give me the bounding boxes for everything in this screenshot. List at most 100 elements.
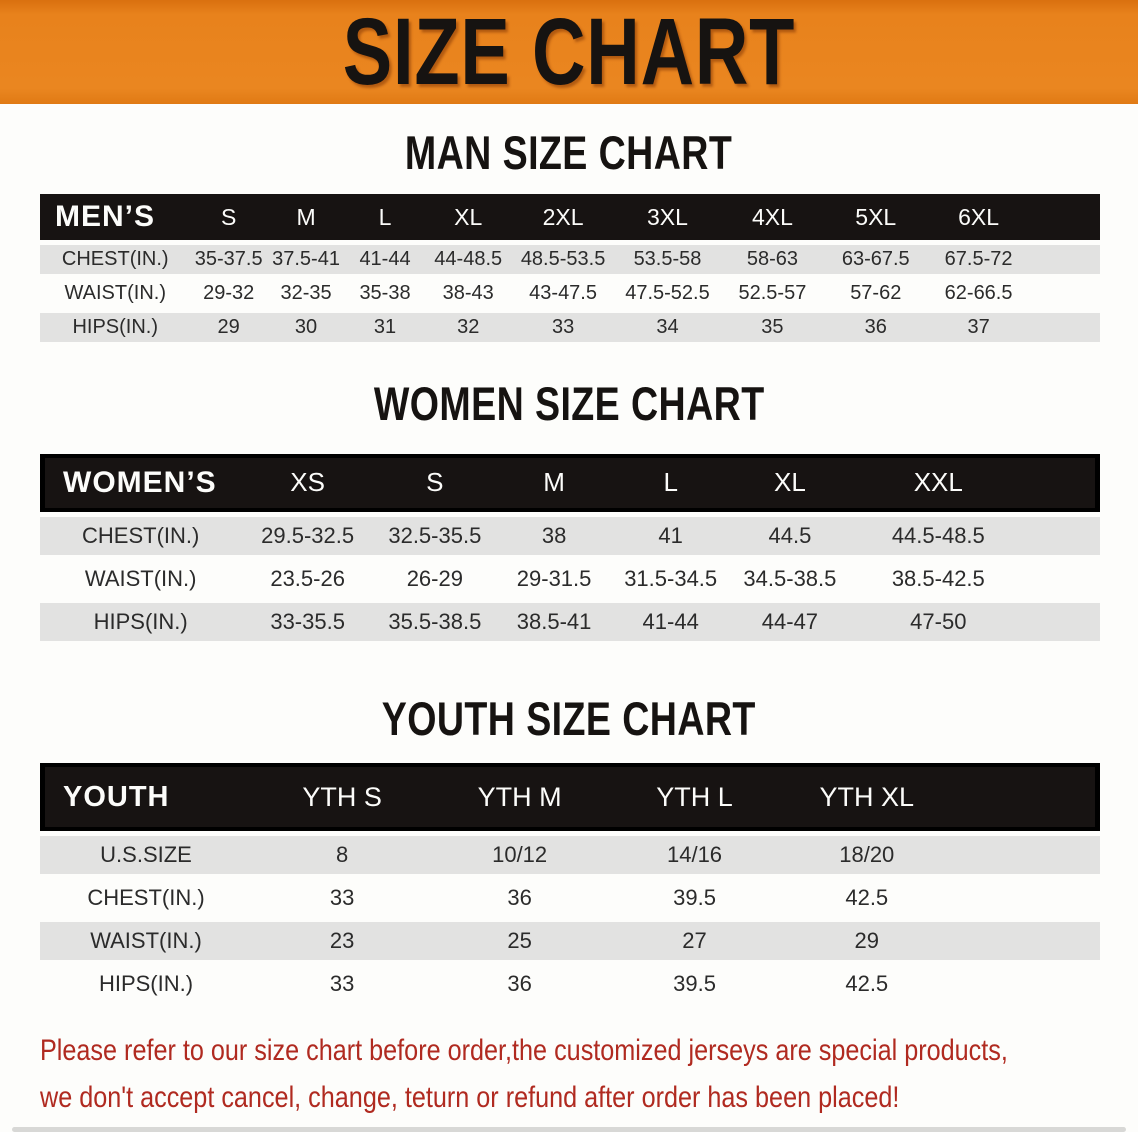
measurement-value: 53.5-58 bbox=[614, 245, 721, 275]
measurement-row: WAIST(IN.) 29-32 32-35 35-38 38-43 43-47.5 47.… bbox=[40, 279, 1100, 308]
size-column-header: M bbox=[266, 194, 346, 241]
measurement-value: 35 bbox=[720, 313, 825, 343]
size-column-header: XL bbox=[424, 194, 512, 241]
measurement-value: 29 bbox=[781, 922, 952, 961]
youth-size-table: YOUTH YTH S YTH M YTH L YTH XL U.S.SIZE 8 10/12… bbox=[40, 758, 1100, 1008]
measurement-label: HIPS(IN.) bbox=[98, 971, 194, 997]
measurement-value: 42.5 bbox=[845, 971, 889, 997]
women-section-title: WOMEN SIZE CHART bbox=[373, 377, 765, 431]
measurement-value: 8 bbox=[252, 836, 433, 875]
measurement-row: WAIST(IN.) 23.5-26 26-29 29-31.5 31.5-34.5 34… bbox=[40, 560, 1100, 598]
measurement-row: U.S.SIZE 8 10/12 14/16 18/20 bbox=[40, 836, 1100, 875]
size-column-header: 5XL bbox=[824, 194, 928, 241]
measurement-value: 32-35 bbox=[280, 282, 332, 305]
measurement-row: CHEST(IN.) 29.5-32.5 32.5-35.5 38 41 44.5 44.5… bbox=[40, 516, 1100, 555]
measurement-value: 38 bbox=[495, 516, 613, 555]
measurement-value: 32.5-35.5 bbox=[373, 516, 496, 555]
row-spacer-cell bbox=[951, 836, 1100, 875]
size-column-header: YTH XL bbox=[781, 763, 952, 832]
measurement-value: 63-67.5 bbox=[824, 245, 928, 275]
measurement-value: 25 bbox=[432, 922, 608, 961]
measurement-value: 36 bbox=[824, 313, 928, 343]
measurement-value: 57-62 bbox=[850, 282, 902, 305]
measurement-label: WAIST(IN.) bbox=[40, 922, 252, 961]
size-table-header-row: MEN’S S M L XL 2XL 3XL 4XL 5XL 6XL bbox=[40, 194, 1100, 241]
size-column-header: L bbox=[612, 453, 729, 512]
measurement-value: 33-35.5 bbox=[241, 602, 374, 641]
women-size-table: WOMEN’S XS S M L XL XXL CHEST(IN.) 29.5-32.5 32.5… bbox=[40, 449, 1100, 646]
size-column-header: XL bbox=[728, 453, 851, 512]
measurement-value: 29 bbox=[190, 313, 267, 343]
measurement-row: HIPS(IN.) 33-35.5 35.5-38.5 38.5-41 41-44 44-… bbox=[40, 602, 1100, 641]
measurement-label: U.S.SIZE bbox=[40, 836, 252, 875]
measurement-value: 37 bbox=[927, 313, 1030, 343]
measurement-row: CHEST(IN.) 33 36 39.5 42.5 bbox=[40, 879, 1100, 917]
measurement-value: 44-48.5 bbox=[424, 245, 512, 275]
measurement-value: 36 bbox=[507, 885, 532, 911]
measurement-value: 43-47.5 bbox=[529, 282, 597, 305]
measurement-value: 52.5-57 bbox=[738, 282, 807, 305]
size-table-header-row: YOUTH YTH S YTH M YTH L YTH XL bbox=[40, 763, 1100, 832]
row-spacer-cell bbox=[1025, 602, 1100, 641]
size-column-header: S bbox=[190, 194, 267, 241]
measurement-label: CHEST(IN.) bbox=[40, 516, 242, 555]
measurement-value: 35-38 bbox=[359, 282, 411, 305]
measurement-value: 35-37.5 bbox=[190, 245, 267, 275]
measurement-value: 10/12 bbox=[432, 836, 608, 875]
size-column-header: M bbox=[495, 453, 613, 512]
measurement-value: 47.5-52.5 bbox=[625, 282, 710, 305]
measurement-value: 67.5-72 bbox=[927, 245, 1030, 275]
table-header-label: YOUTH bbox=[40, 763, 252, 832]
measurement-row: WAIST(IN.) 23 25 27 29 bbox=[40, 922, 1100, 961]
header-spacer-cell bbox=[1025, 453, 1100, 512]
measurement-value: 39.5 bbox=[673, 971, 716, 997]
measurement-value: 44-47 bbox=[728, 602, 851, 641]
measurement-value: 44.5 bbox=[728, 516, 851, 555]
measurement-row: HIPS(IN.) 29 30 31 32 33 34 35 36 37 bbox=[40, 313, 1100, 343]
measurement-value: 30 bbox=[266, 313, 346, 343]
row-spacer-cell bbox=[952, 879, 1100, 917]
measurement-row: CHEST(IN.) 35-37.5 37.5-41 41-44 44-48.5 48.5… bbox=[40, 245, 1100, 275]
row-spacer-cell bbox=[1026, 560, 1100, 598]
measurement-value: 42.5 bbox=[845, 885, 889, 911]
measurement-value: 27 bbox=[607, 922, 782, 961]
measurement-label: CHEST(IN.) bbox=[40, 245, 191, 275]
measurement-value: 32 bbox=[424, 313, 512, 343]
size-column-header: 2XL bbox=[511, 194, 615, 241]
size-column-header: XS bbox=[241, 453, 374, 512]
measurement-value: 36 bbox=[507, 971, 532, 997]
measurement-value: 34.5-38.5 bbox=[743, 565, 837, 591]
measurement-value: 41-44 bbox=[612, 602, 729, 641]
measurement-label: HIPS(IN.) bbox=[40, 602, 242, 641]
measurement-value: 37.5-41 bbox=[266, 245, 346, 275]
row-spacer-cell bbox=[1029, 313, 1100, 343]
disclaimer-line-1: Please refer to our size chart before or… bbox=[40, 1034, 1008, 1068]
youth-section-title: YOUTH SIZE CHART bbox=[381, 691, 757, 745]
page-title: SIZE CHART bbox=[342, 0, 796, 104]
youth-section: YOUTH SIZE CHART YOUTH YTH S YTH M YTH L YTH… bbox=[0, 691, 1138, 1008]
row-spacer-cell bbox=[1025, 516, 1100, 555]
disclaimer-line-2: we don't accept cancel, change, teturn o… bbox=[40, 1080, 900, 1114]
measurement-value: 23 bbox=[252, 922, 433, 961]
measurement-value: 33 bbox=[329, 971, 355, 997]
measurement-label: CHEST(IN.) bbox=[87, 885, 205, 911]
banner: SIZE CHART bbox=[0, 0, 1138, 104]
row-spacer-cell bbox=[951, 922, 1100, 961]
measurement-label: HIPS(IN.) bbox=[40, 313, 191, 343]
size-column-header: YTH M bbox=[432, 763, 608, 832]
measurement-value: 14/16 bbox=[607, 836, 782, 875]
measurement-value: 34 bbox=[614, 313, 721, 343]
measurement-value: 29.5-32.5 bbox=[241, 516, 374, 555]
men-section: MAN SIZE CHART MEN’S S M L XL 2XL 3XL 4XL 5XL 6XL… bbox=[0, 128, 1138, 347]
measurement-value: 29-31.5 bbox=[516, 565, 592, 591]
size-column-header: 3XL bbox=[614, 194, 721, 241]
row-spacer-cell bbox=[1030, 279, 1100, 308]
size-column-header: XXL bbox=[850, 453, 1026, 512]
measurement-value: 58-63 bbox=[720, 245, 825, 275]
size-column-header: YTH S bbox=[252, 763, 433, 832]
measurement-value: 38.5-42.5 bbox=[891, 565, 985, 591]
size-column-header: S bbox=[373, 453, 496, 512]
bottom-edge-divider bbox=[12, 1127, 1126, 1132]
measurement-value: 41-44 bbox=[345, 245, 425, 275]
size-column-header: 4XL bbox=[720, 194, 825, 241]
